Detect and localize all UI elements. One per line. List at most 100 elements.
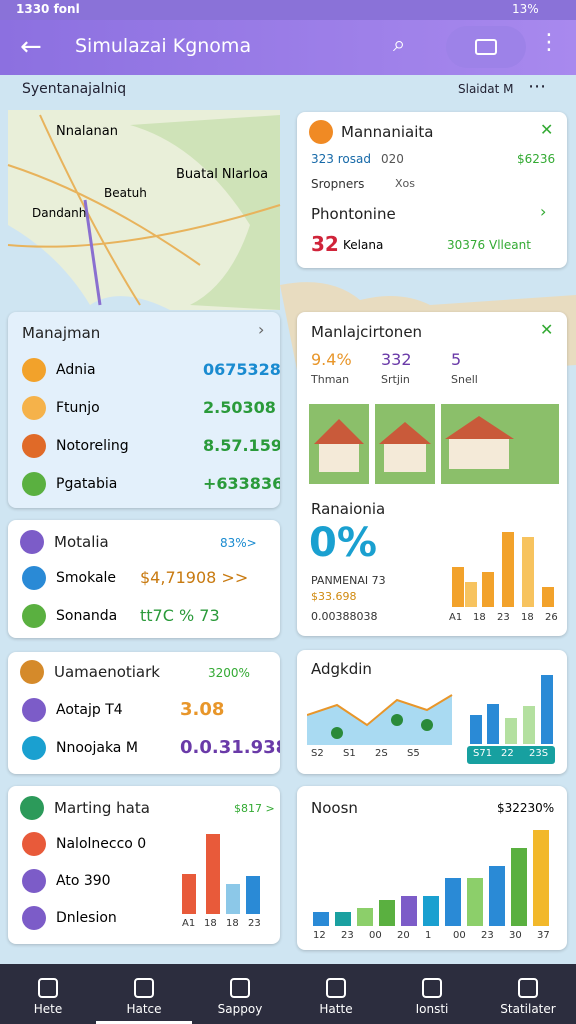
status-bar: 1330 fonl 13% xyxy=(0,0,576,20)
text: 0.00388038 xyxy=(311,610,378,623)
row-value: 8.57.159 xyxy=(203,436,280,455)
axis-label: 18 xyxy=(226,918,239,929)
icon xyxy=(22,869,46,893)
bar-chart xyxy=(470,675,553,744)
axis-strip xyxy=(467,746,555,764)
cast-button[interactable] xyxy=(446,26,526,68)
stat-value: 5 xyxy=(451,350,462,369)
map-label: Dandanh xyxy=(32,206,87,220)
text: Xos xyxy=(395,177,415,190)
card[interactable]: Manlajcirtonen ✕ 9.4% Thman 332 Srtjin 5 Snel… xyxy=(297,312,567,636)
axis-label: 00 xyxy=(453,930,466,941)
card[interactable]: Adgkdin S2 S1 2S S5 S71 22 23S xyxy=(297,650,567,774)
text: 83%> xyxy=(220,536,257,550)
time: 1330 fonl xyxy=(16,2,80,16)
text: 30376 Vlleant xyxy=(447,238,531,252)
axis-label: 23 xyxy=(248,918,261,929)
bar xyxy=(313,912,329,926)
stat-label: Snell xyxy=(451,373,478,386)
icon xyxy=(22,906,46,930)
search-button[interactable]: ⌕ xyxy=(393,32,406,57)
map-label: Nnalanan xyxy=(56,124,118,139)
card[interactable]: Uamaenotiark 3200% Aotajp T4 3.08 Nnoojaka… xyxy=(8,652,280,774)
axis-label: 2S xyxy=(375,748,388,759)
close[interactable]: ✕ xyxy=(540,120,554,139)
nav-icon xyxy=(134,978,154,998)
card-title: Manajman xyxy=(22,324,101,342)
row-label: Smokale xyxy=(56,570,117,586)
icon xyxy=(22,566,46,590)
nav-item[interactable]: Sappoy xyxy=(192,968,288,1024)
icon xyxy=(22,604,46,628)
nav-item[interactable]: Ionsti xyxy=(384,968,480,1024)
card-title: Manlajcirtonen xyxy=(311,323,423,341)
nav-label: Ionsti xyxy=(415,1002,449,1016)
text: PANMENAI 73 xyxy=(311,574,386,587)
bar-chart xyxy=(452,532,554,607)
row-label: Aotajp T4 xyxy=(56,702,123,718)
text: $33.698 xyxy=(311,590,357,603)
nav-item[interactable]: Hatte xyxy=(288,968,384,1024)
bar-chart xyxy=(182,834,260,914)
card[interactable]: Mannaniaita ✕ 323 rosad 020 $6236 Sropne… xyxy=(297,112,567,268)
bar xyxy=(489,866,505,926)
stat-value: 9.4% xyxy=(311,350,352,369)
axis-label: S5 xyxy=(407,748,420,759)
card-title: Adgkdin xyxy=(311,660,372,678)
card[interactable]: Noosn $32230% 12 23 00 20 1 00 23 30 37 xyxy=(297,786,567,950)
axis-label: 30 xyxy=(509,930,522,941)
nav-icon xyxy=(326,978,346,998)
nav-item[interactable]: Hatce xyxy=(96,968,192,1024)
battery: 13% xyxy=(512,2,539,16)
axis-label: S71 xyxy=(473,748,493,759)
chevron[interactable]: › xyxy=(258,320,265,339)
axis-label: 20 xyxy=(397,930,410,941)
axis-label: 1 xyxy=(425,930,432,941)
nav-icon xyxy=(230,978,250,998)
row-label: Adnia xyxy=(56,362,96,378)
axis-label: 23 xyxy=(341,930,354,941)
text: 020 xyxy=(381,152,404,166)
bar xyxy=(533,830,549,926)
chevron[interactable]: › xyxy=(540,202,547,221)
nav-item[interactable]: Hete xyxy=(0,968,96,1024)
menu-button[interactable]: ⋮ xyxy=(538,30,560,55)
axis-label: 00 xyxy=(369,930,382,941)
bottom-nav xyxy=(0,964,576,1024)
back-button[interactable]: ← xyxy=(20,32,42,62)
nav-item[interactable]: Statilater xyxy=(480,968,576,1024)
bar xyxy=(401,896,417,926)
text: 3200% xyxy=(208,666,250,680)
card[interactable]: Motalia 83%> Smokale $4,71908 >> Sonanda tt… xyxy=(8,520,280,638)
row-value: 3.08 xyxy=(180,699,225,720)
icon xyxy=(22,434,46,458)
axis-label: 12 xyxy=(313,930,326,941)
axis-label: 18 xyxy=(204,918,217,929)
card-title: Marting hata xyxy=(54,799,150,817)
row-label: Dnlesion xyxy=(56,910,117,926)
card-title: Noosn xyxy=(311,799,358,817)
row-label: Ftunjo xyxy=(56,400,100,416)
more[interactable]: ⋯ xyxy=(528,76,546,97)
bar xyxy=(467,878,483,926)
card[interactable]: Marting hata $817 > Nalolnecco 0 Ato 390 D… xyxy=(8,786,280,944)
nav-icon xyxy=(422,978,442,998)
axis-label: A1 xyxy=(182,918,196,929)
row-label: Sonanda xyxy=(56,608,118,624)
map[interactable]: Nnalanan Buatal Nlarloa Beatuh Dandanh xyxy=(8,112,280,312)
row-label: Pgatabia xyxy=(56,476,118,492)
nav-label: Hatte xyxy=(319,1002,353,1016)
axis-label: 23S xyxy=(529,748,549,759)
line-chart xyxy=(307,694,453,745)
card-title: Mannaniaita xyxy=(341,123,434,141)
axis-label: S1 xyxy=(343,748,356,759)
icon xyxy=(22,832,46,856)
axis-label: S2 xyxy=(311,748,324,759)
icon xyxy=(22,472,46,496)
axis-label: A1 xyxy=(449,612,463,623)
card[interactable]: Manajman › Adnia 0675328 Ftunjo 2.50308 Noto… xyxy=(8,312,280,508)
stat-value: 332 xyxy=(381,350,412,369)
subheader-right: Slaidat M xyxy=(458,82,514,96)
close[interactable]: ✕ xyxy=(540,320,554,339)
